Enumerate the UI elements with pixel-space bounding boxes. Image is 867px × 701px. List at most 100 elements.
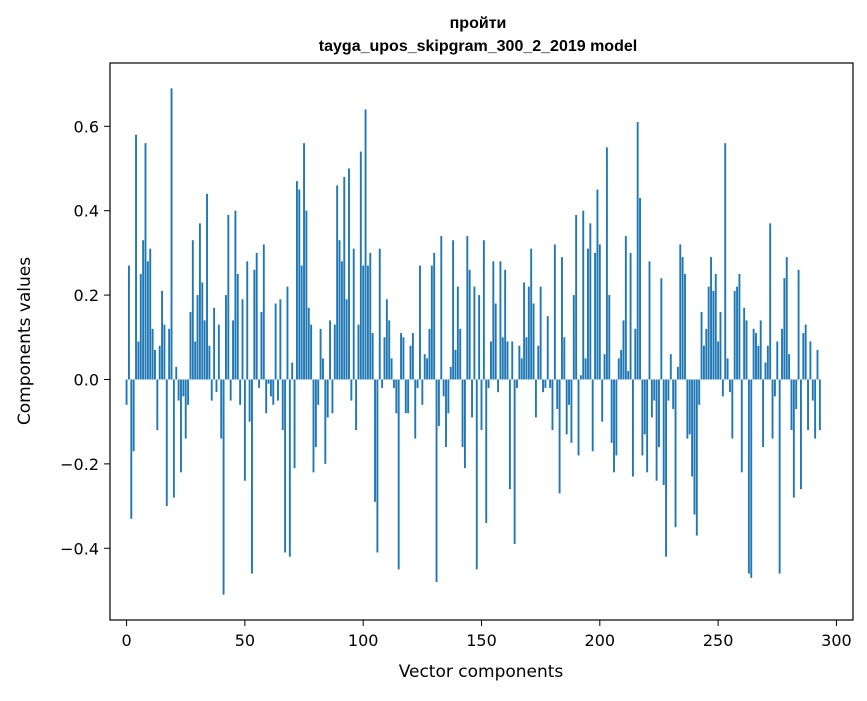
bar xyxy=(440,236,443,380)
bar xyxy=(539,286,542,380)
bar xyxy=(705,328,708,380)
x-tick-label: 200 xyxy=(585,631,616,650)
bar xyxy=(137,341,140,380)
bar xyxy=(665,379,668,557)
bar xyxy=(809,341,812,380)
bar xyxy=(726,358,729,380)
bar xyxy=(210,379,213,401)
bar xyxy=(307,307,310,380)
plot-frame xyxy=(109,62,854,621)
x-axis-ticks: 0 50 100 150 200 250 300 xyxy=(121,620,852,650)
bar xyxy=(426,358,429,380)
bar xyxy=(710,257,712,380)
bar xyxy=(662,379,665,485)
bar xyxy=(215,379,218,393)
bar xyxy=(305,210,308,380)
bar xyxy=(698,379,701,405)
bar xyxy=(269,379,272,397)
bar xyxy=(310,324,313,380)
bar xyxy=(203,320,206,380)
x-tick-label: 250 xyxy=(703,631,734,650)
bar xyxy=(596,189,599,380)
bar xyxy=(492,261,495,380)
bar xyxy=(688,379,691,435)
bar xyxy=(818,379,821,431)
bar xyxy=(686,379,689,439)
bar xyxy=(508,379,511,490)
bar xyxy=(352,248,355,380)
bar xyxy=(130,379,133,519)
bar xyxy=(177,379,180,401)
bar xyxy=(800,379,802,490)
bar xyxy=(631,379,634,477)
bar xyxy=(395,379,398,414)
bar xyxy=(201,282,204,380)
bar xyxy=(672,379,675,410)
bar xyxy=(653,379,656,401)
bar xyxy=(769,223,772,380)
bar xyxy=(518,345,521,380)
bar xyxy=(762,379,765,447)
bar xyxy=(785,257,788,380)
bar xyxy=(778,379,781,574)
bar xyxy=(717,341,720,380)
bar xyxy=(714,273,717,380)
bar xyxy=(674,379,677,528)
bar xyxy=(298,189,301,380)
bar xyxy=(324,379,327,464)
bar xyxy=(542,379,544,393)
bar xyxy=(466,236,469,380)
bar xyxy=(241,299,244,380)
bar xyxy=(158,345,161,380)
y-axis-label: Components values xyxy=(15,257,35,425)
bar xyxy=(163,324,166,380)
bar xyxy=(702,345,705,380)
bar xyxy=(546,316,549,380)
bar xyxy=(790,379,793,431)
x-tick-label: 0 xyxy=(121,631,131,650)
bar xyxy=(648,261,651,380)
bar xyxy=(369,252,372,380)
bar xyxy=(577,379,580,456)
bar xyxy=(430,265,433,380)
bar xyxy=(622,320,625,380)
bar xyxy=(568,379,570,405)
bar xyxy=(601,379,604,422)
bar xyxy=(700,311,703,380)
bar xyxy=(594,252,597,380)
bar xyxy=(667,379,670,401)
bar xyxy=(456,286,459,380)
bar xyxy=(582,210,585,380)
bar xyxy=(676,366,679,380)
bars xyxy=(125,88,821,595)
bar xyxy=(189,311,192,380)
bar xyxy=(627,371,630,380)
bar xyxy=(191,240,194,380)
bar xyxy=(376,379,379,553)
bar xyxy=(291,362,294,380)
bar xyxy=(437,379,440,426)
bar xyxy=(125,379,128,405)
bar xyxy=(575,214,578,380)
bar xyxy=(267,379,270,384)
bar xyxy=(374,379,376,502)
bar xyxy=(198,223,201,380)
bar xyxy=(371,333,374,380)
bar xyxy=(572,295,575,380)
bar xyxy=(587,248,589,380)
bar xyxy=(544,379,547,388)
bar xyxy=(433,252,436,380)
bar xyxy=(435,379,438,583)
bar xyxy=(388,320,391,380)
bar xyxy=(442,379,445,397)
bar xyxy=(348,168,350,380)
bar xyxy=(454,349,457,380)
bar xyxy=(695,379,698,536)
bar xyxy=(139,273,142,380)
y-tick-label: 0.2 xyxy=(74,286,99,305)
bar xyxy=(757,345,760,380)
bar xyxy=(411,333,414,380)
y-tick-label: 0.4 xyxy=(74,202,99,221)
bar xyxy=(691,379,694,477)
bar xyxy=(243,379,246,481)
